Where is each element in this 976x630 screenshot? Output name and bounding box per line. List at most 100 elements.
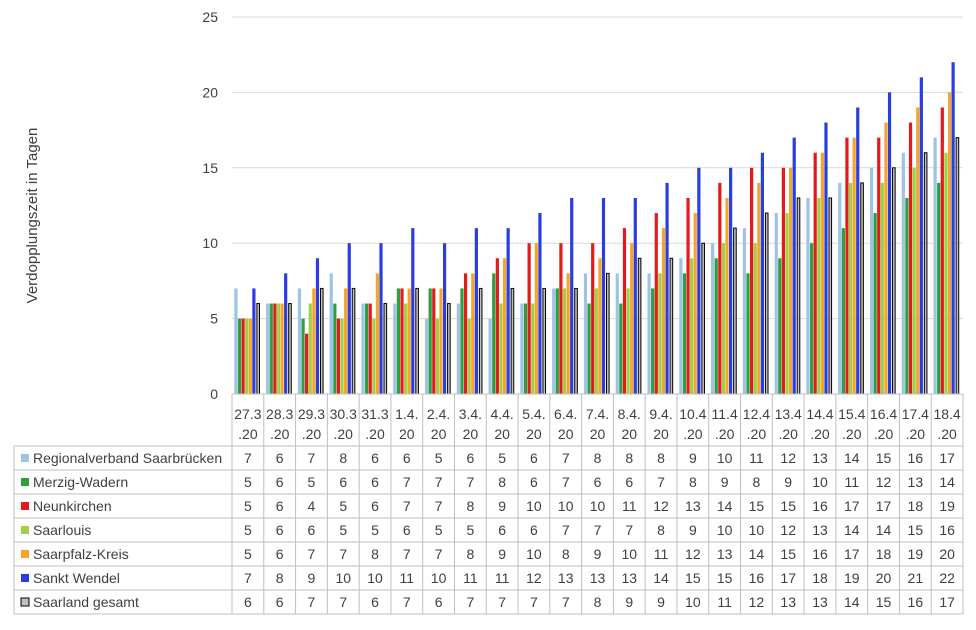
bar [305, 333, 309, 394]
bar [400, 288, 404, 394]
bar [869, 167, 874, 394]
table-cell: 5 [244, 474, 252, 490]
bar [951, 62, 955, 395]
bar [626, 288, 630, 394]
table-cell: 6 [371, 450, 379, 466]
table-cell: 6 [530, 450, 538, 466]
table-cell: 12 [653, 498, 669, 514]
bar [665, 182, 669, 394]
bar [583, 273, 588, 394]
x-tick-label: 16.4 [870, 406, 897, 422]
bar [718, 182, 722, 394]
bar [630, 243, 634, 394]
table-cell: 10 [367, 570, 383, 586]
table-cell: 5 [244, 546, 252, 562]
table-cell: 7 [498, 594, 506, 610]
x-tick-label: 28.3 [266, 406, 293, 422]
table-cell: 8 [276, 570, 284, 586]
table-cell: 7 [562, 594, 570, 610]
table-cell: 16 [812, 546, 828, 562]
bar [467, 318, 471, 394]
table-cell: 14 [844, 522, 860, 538]
table-cell: 10 [526, 498, 542, 514]
table-cell: 13 [908, 474, 924, 490]
bar [510, 287, 515, 395]
table-cell: 6 [371, 594, 379, 610]
bar [256, 303, 260, 395]
table-cell: 6 [435, 594, 443, 610]
bar [375, 273, 380, 394]
bar [701, 242, 705, 395]
table-cell: 8 [689, 474, 697, 490]
legend-swatch [21, 478, 29, 486]
table-cell: 9 [689, 450, 697, 466]
table-cell: 7 [403, 546, 411, 562]
bar [234, 288, 238, 394]
table-cell: 15 [717, 570, 733, 586]
bar [848, 182, 853, 394]
bar [813, 152, 817, 394]
x-tick-label: .20 [302, 426, 322, 442]
bar [432, 288, 436, 394]
x-tick-label: 7.4. [586, 406, 609, 422]
bar [340, 318, 344, 394]
table-cell: 14 [653, 570, 669, 586]
bar [598, 258, 602, 394]
bar [809, 243, 814, 394]
bar [442, 243, 447, 394]
table-cell: 10 [431, 570, 447, 586]
table-cell: 17 [780, 570, 796, 586]
table-cell: 14 [749, 546, 765, 562]
table-cell: 9 [657, 594, 665, 610]
table-cell: 7 [466, 474, 474, 490]
legend-entry: Regionalverband Saarbrücken [33, 450, 222, 466]
table-cell: 15 [749, 498, 765, 514]
table-cell: 6 [276, 546, 284, 562]
table-cell: 11 [844, 474, 859, 490]
bar [944, 152, 948, 394]
table-cell: 12 [526, 570, 542, 586]
x-tick-label: 9.4. [649, 406, 672, 422]
table-cell: 15 [685, 570, 701, 586]
bars [234, 62, 960, 395]
table-cell: 7 [403, 594, 411, 610]
table-cell: 8 [339, 450, 347, 466]
bar [347, 243, 351, 394]
legend-swatch [21, 526, 29, 534]
bar [273, 303, 277, 394]
bar [460, 288, 464, 394]
table-cell: 8 [371, 546, 379, 562]
table-cell: 7 [403, 498, 411, 514]
table-cell: 6 [625, 474, 633, 490]
bar [682, 273, 687, 394]
legend-swatch [21, 574, 29, 582]
table-cell: 12 [780, 522, 796, 538]
x-tick-label: 1.4. [395, 406, 418, 422]
table-cell: 17 [939, 594, 955, 610]
bar [297, 288, 302, 394]
bar [523, 303, 528, 394]
bar [534, 243, 538, 394]
table-cell: 11 [654, 546, 669, 562]
bar [873, 213, 877, 394]
table-cell: 13 [812, 522, 828, 538]
bar [693, 213, 697, 394]
bar [845, 137, 849, 394]
bar [333, 303, 337, 394]
table-cell: 8 [594, 450, 602, 466]
table-cell: 5 [339, 522, 347, 538]
table-cell: 20 [876, 570, 892, 586]
table-cell: 10 [717, 450, 733, 466]
bar [506, 228, 510, 394]
legend-swatch [21, 502, 29, 510]
table-cell: 7 [625, 522, 633, 538]
legend-entry: Neunkirchen [33, 498, 112, 514]
bar [488, 318, 492, 394]
bar [527, 243, 531, 394]
table-cell: 5 [339, 498, 347, 514]
x-tick-label: .20 [365, 426, 385, 442]
bar [905, 197, 909, 394]
x-tick-label: .20 [683, 426, 703, 442]
bar [764, 212, 769, 395]
bar [245, 318, 249, 394]
